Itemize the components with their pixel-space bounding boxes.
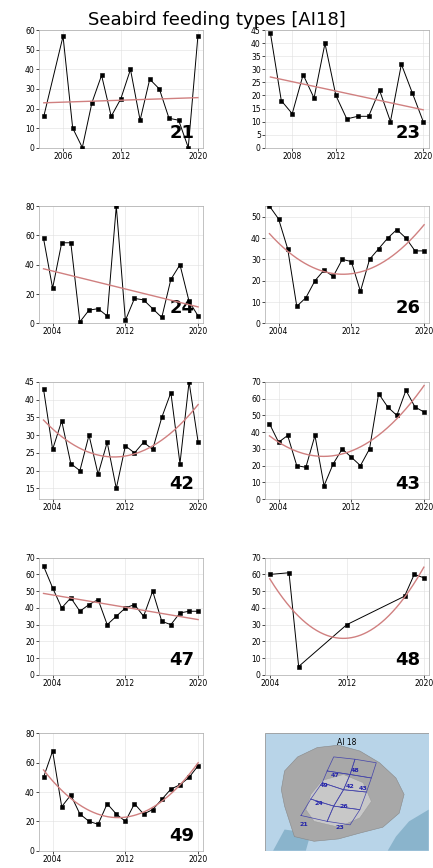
Text: 49: 49	[320, 783, 328, 787]
Text: 23: 23	[395, 124, 420, 141]
Polygon shape	[388, 810, 429, 851]
Polygon shape	[306, 774, 372, 827]
FancyBboxPatch shape	[265, 733, 429, 851]
Text: 24: 24	[315, 801, 323, 806]
Text: 21: 21	[170, 124, 194, 141]
Text: 43: 43	[395, 476, 420, 493]
Text: 23: 23	[336, 825, 345, 830]
Text: 43: 43	[359, 786, 368, 791]
Text: 26: 26	[395, 299, 420, 318]
Text: 47: 47	[331, 773, 340, 778]
Text: 48: 48	[395, 651, 420, 669]
Text: AI 18: AI 18	[337, 738, 356, 747]
Polygon shape	[281, 745, 404, 841]
Text: 26: 26	[339, 804, 348, 809]
Text: 47: 47	[170, 651, 194, 669]
Polygon shape	[273, 830, 311, 851]
Text: Seabird feeding types [AI18]: Seabird feeding types [AI18]	[87, 11, 346, 30]
Text: 48: 48	[351, 768, 359, 773]
Text: 21: 21	[300, 822, 309, 827]
Text: 42: 42	[170, 476, 194, 493]
Text: 24: 24	[170, 299, 194, 318]
Text: 49: 49	[170, 827, 194, 845]
Text: 42: 42	[346, 784, 355, 789]
